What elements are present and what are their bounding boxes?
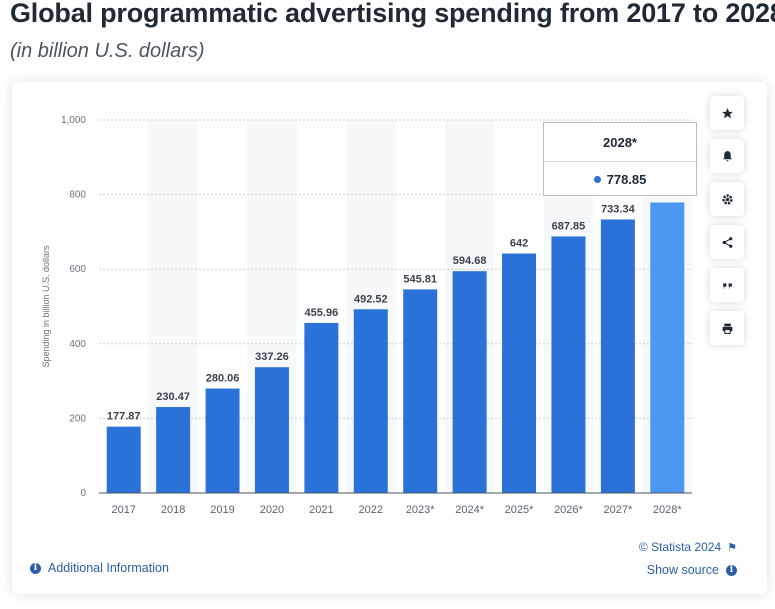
additional-information-label: Additional Information — [48, 561, 169, 575]
quote-icon — [722, 282, 732, 289]
bar-value-label: 177.87 — [107, 411, 141, 423]
x-tick-label: 2025* — [505, 504, 534, 516]
bar-value-label: 545.81 — [403, 273, 437, 285]
y-tick-label: 400 — [69, 339, 86, 350]
cite-button[interactable] — [710, 268, 744, 302]
flag-icon: ⚑ — [727, 541, 737, 554]
x-tick-label: 2017 — [111, 504, 135, 516]
bar[interactable] — [551, 236, 586, 493]
tooltip-category: 2028* — [544, 123, 696, 162]
bar[interactable] — [600, 219, 635, 494]
star-icon — [721, 107, 733, 118]
share-icon — [722, 236, 732, 248]
x-tick-label: 2022 — [359, 504, 383, 516]
x-tick-label: 2021 — [309, 504, 333, 516]
favorite-button[interactable] — [710, 96, 744, 130]
bar[interactable] — [502, 253, 537, 493]
notification-button[interactable] — [710, 139, 744, 173]
show-source-link[interactable]: Show source i — [647, 563, 737, 577]
bar-value-label: 230.47 — [156, 391, 190, 403]
x-tick-label: 2024* — [455, 504, 484, 516]
bar-value-label: 594.68 — [453, 255, 487, 267]
x-tick-label: 2020 — [260, 504, 284, 516]
share-button[interactable] — [710, 225, 744, 259]
additional-information-link[interactable]: i Additional Information — [30, 561, 169, 575]
page-title: Global programmatic advertising spending… — [10, 0, 775, 28]
chart-card: 0 200 400 600 800 1,000 177.87 230.47 280.06 337… — [12, 82, 767, 594]
info-icon: i — [726, 564, 737, 576]
y-tick-label: 200 — [69, 413, 86, 424]
info-icon: i — [30, 562, 41, 574]
bar[interactable] — [106, 426, 141, 493]
x-tick-label: 2026* — [554, 504, 583, 516]
y-tick-label: 800 — [69, 190, 86, 201]
bar[interactable] — [254, 367, 289, 493]
bar[interactable] — [403, 289, 438, 493]
y-axis-label: Spending in billion U.S. dollars — [41, 245, 51, 368]
print-icon — [722, 323, 732, 334]
y-tick-label: 1,000 — [61, 115, 86, 126]
bar-value-label: 492.52 — [354, 293, 388, 305]
tooltip-value-row: 778.85 — [544, 162, 696, 196]
x-tick-label: 2023* — [406, 504, 435, 516]
show-source-label: Show source — [646, 563, 719, 577]
page-subtitle: (in billion U.S. dollars) — [10, 40, 205, 62]
x-tick-label: 2028* — [653, 504, 682, 516]
bar[interactable] — [353, 309, 388, 493]
bar[interactable] — [304, 322, 339, 493]
x-tick-label: 2018 — [161, 504, 185, 516]
bell-icon — [722, 150, 732, 161]
x-tick-label: 2027* — [603, 504, 632, 516]
gear-icon — [721, 193, 733, 205]
series-dot-icon — [593, 175, 601, 183]
bar[interactable] — [156, 407, 191, 493]
bar-value-label: 280.06 — [206, 373, 240, 385]
credits-text: © Statista 2024 — [638, 540, 722, 554]
y-tick-label: 600 — [69, 264, 86, 275]
print-button[interactable] — [710, 311, 744, 345]
bar[interactable] — [452, 271, 487, 493]
bar-value-label: 733.34 — [601, 203, 636, 215]
bar[interactable] — [650, 202, 685, 493]
bar-value-label: 337.26 — [255, 351, 289, 363]
value-tooltip: 2028* 778.85 — [543, 122, 697, 196]
bar-value-label: 455.96 — [305, 307, 339, 319]
y-tick-label: 0 — [80, 488, 86, 499]
bar[interactable] — [205, 388, 240, 493]
settings-button[interactable] — [710, 182, 744, 216]
bar-value-label: 642 — [510, 238, 528, 250]
bar-value-label: 687.85 — [552, 220, 586, 232]
x-tick-label: 2019 — [210, 504, 234, 516]
tooltip-value: 778.85 — [606, 171, 647, 187]
bar-chart: 0 200 400 600 800 1,000 177.87 230.47 280.06 337… — [41, 115, 692, 516]
statista-credits[interactable]: © Statista 2024 ⚑ — [639, 540, 737, 554]
